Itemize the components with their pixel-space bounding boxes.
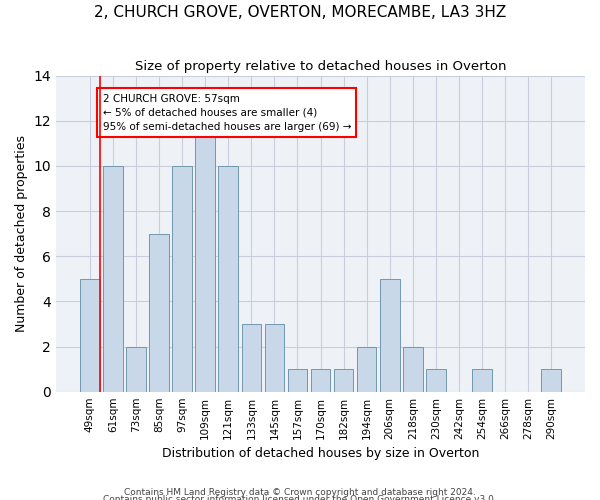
Bar xyxy=(541,369,561,392)
Bar xyxy=(403,346,422,392)
Bar xyxy=(472,369,492,392)
Bar xyxy=(80,279,100,392)
Text: Contains public sector information licensed under the Open Government Licence v3: Contains public sector information licen… xyxy=(103,496,497,500)
Bar xyxy=(265,324,284,392)
Text: 2 CHURCH GROVE: 57sqm
← 5% of detached houses are smaller (4)
95% of semi-detach: 2 CHURCH GROVE: 57sqm ← 5% of detached h… xyxy=(103,94,351,132)
Bar xyxy=(357,346,376,392)
Bar xyxy=(103,166,123,392)
Text: 2, CHURCH GROVE, OVERTON, MORECAMBE, LA3 3HZ: 2, CHURCH GROVE, OVERTON, MORECAMBE, LA3… xyxy=(94,5,506,20)
Y-axis label: Number of detached properties: Number of detached properties xyxy=(15,135,28,332)
Bar xyxy=(126,346,146,392)
Bar xyxy=(242,324,261,392)
Bar xyxy=(172,166,192,392)
Bar xyxy=(149,234,169,392)
Bar xyxy=(334,369,353,392)
X-axis label: Distribution of detached houses by size in Overton: Distribution of detached houses by size … xyxy=(162,447,479,460)
Title: Size of property relative to detached houses in Overton: Size of property relative to detached ho… xyxy=(135,60,506,73)
Bar xyxy=(311,369,331,392)
Bar xyxy=(218,166,238,392)
Bar xyxy=(287,369,307,392)
Bar xyxy=(196,120,215,392)
Bar xyxy=(426,369,446,392)
Bar xyxy=(380,279,400,392)
Text: Contains HM Land Registry data © Crown copyright and database right 2024.: Contains HM Land Registry data © Crown c… xyxy=(124,488,476,497)
